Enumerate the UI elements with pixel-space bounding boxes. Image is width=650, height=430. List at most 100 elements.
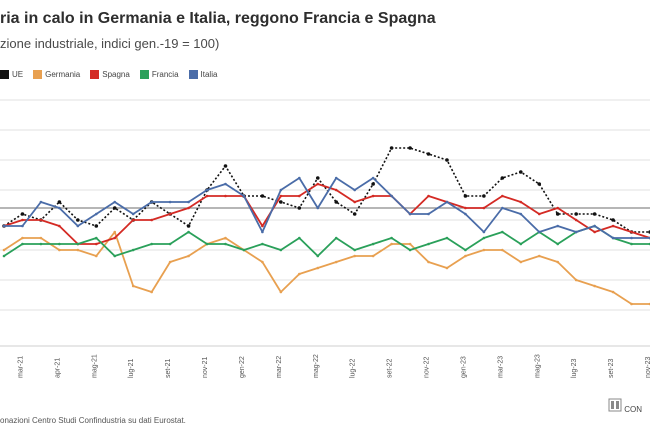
x-tick-label: mar-22 — [276, 356, 283, 378]
logo-icon — [608, 398, 622, 412]
data-point-ue — [186, 224, 191, 228]
data-point-italia — [298, 176, 301, 180]
x-tick-label: mag-22 — [313, 354, 320, 378]
data-point-francia — [390, 236, 393, 240]
data-point-germania — [224, 236, 227, 240]
data-point-ue — [112, 206, 117, 210]
data-point-germania — [501, 248, 504, 252]
data-point-italia — [408, 212, 412, 216]
data-point-italia — [611, 236, 615, 240]
data-point-spagna — [334, 188, 338, 192]
data-point-francia — [2, 254, 6, 258]
data-point-francia — [501, 230, 504, 234]
data-point-germania — [76, 248, 80, 252]
data-point-spagna — [187, 206, 190, 210]
data-point-italia — [39, 200, 43, 204]
x-tick-label: nov-22 — [424, 356, 431, 378]
data-point-germania — [113, 230, 117, 234]
data-point-francia — [94, 236, 98, 240]
x-tick-label: set-21 — [165, 358, 172, 378]
legend-item-ue: UE — [0, 69, 23, 79]
data-point-ue — [352, 212, 357, 216]
data-point-francia — [371, 242, 375, 246]
legend-swatch — [90, 69, 100, 79]
data-point-francia — [408, 248, 412, 252]
data-point-italia — [168, 200, 172, 204]
data-point-germania — [21, 236, 24, 240]
data-point-ue — [223, 164, 228, 168]
chart-legend: UE Germania Spagna Francia Italia — [0, 68, 227, 80]
data-point-germania — [630, 302, 633, 306]
data-point-spagna — [279, 194, 283, 198]
data-point-francia — [353, 248, 356, 252]
data-point-italia — [427, 212, 430, 216]
data-point-spagna — [556, 206, 560, 210]
data-point-francia — [630, 242, 633, 246]
data-point-spagna — [316, 182, 320, 186]
data-point-ue — [371, 182, 375, 186]
x-tick-label: gen-22 — [239, 356, 246, 378]
data-point-italia — [224, 182, 227, 186]
data-point-germania — [131, 284, 135, 288]
data-point-italia — [390, 194, 393, 198]
legend-swatch — [33, 69, 43, 79]
data-point-germania — [279, 290, 283, 294]
data-point-germania — [150, 290, 153, 294]
data-point-ue — [482, 194, 486, 198]
data-point-francia — [131, 248, 135, 252]
data-point-ue — [389, 146, 394, 150]
x-tick-label: gen-23 — [460, 356, 467, 378]
legend-item-germania: Germania — [33, 69, 80, 79]
data-point-ue — [463, 194, 468, 198]
data-point-spagna — [205, 194, 209, 198]
data-point-germania — [187, 254, 190, 258]
data-point-spagna — [168, 212, 172, 216]
data-point-ue — [519, 170, 523, 174]
data-point-germania — [611, 290, 615, 294]
data-point-germania — [556, 260, 560, 264]
data-point-francia — [482, 236, 486, 240]
data-point-spagna — [113, 236, 117, 240]
series-line-ue — [3, 147, 650, 233]
data-point-germania — [427, 260, 430, 264]
data-point-francia — [445, 236, 449, 240]
data-point-spagna — [427, 194, 430, 198]
data-point-italia — [279, 188, 283, 192]
data-point-italia — [58, 206, 61, 210]
x-tick-label: lug-23 — [571, 358, 578, 378]
data-point-francia — [298, 236, 301, 240]
data-point-germania — [94, 254, 98, 258]
data-point-italia — [371, 176, 375, 180]
data-point-germania — [390, 242, 393, 246]
data-point-francia — [150, 242, 153, 246]
data-point-germania — [353, 254, 356, 258]
data-point-spagna — [574, 218, 578, 222]
data-point-francia — [187, 230, 190, 234]
data-point-italia — [2, 224, 6, 228]
data-point-italia — [464, 212, 467, 216]
x-tick-label: set-22 — [387, 358, 394, 378]
data-point-francia — [261, 242, 264, 246]
data-point-ue — [408, 146, 412, 150]
data-point-spagna — [261, 224, 264, 228]
data-point-italia — [261, 230, 264, 234]
legend-label: Spagna — [102, 69, 130, 79]
data-point-ue — [592, 212, 597, 216]
data-point-italia — [482, 230, 486, 234]
data-point-germania — [298, 272, 301, 276]
x-tick-label: mag-23 — [534, 354, 541, 378]
data-point-spagna — [150, 218, 153, 222]
x-tick-label: lug-21 — [128, 358, 135, 378]
data-point-italia — [574, 230, 578, 234]
chart-subtitle: zione industriale, indici gen.-19 = 100) — [0, 36, 220, 51]
data-point-francia — [279, 248, 283, 252]
data-point-italia — [334, 176, 338, 180]
data-point-francia — [205, 242, 209, 246]
data-point-francia — [113, 254, 117, 258]
series-line-francia — [3, 225, 650, 257]
data-point-spagna — [94, 242, 98, 246]
data-point-ue — [555, 212, 560, 216]
legend-item-francia: Francia — [139, 69, 179, 79]
data-point-italia — [205, 188, 209, 192]
